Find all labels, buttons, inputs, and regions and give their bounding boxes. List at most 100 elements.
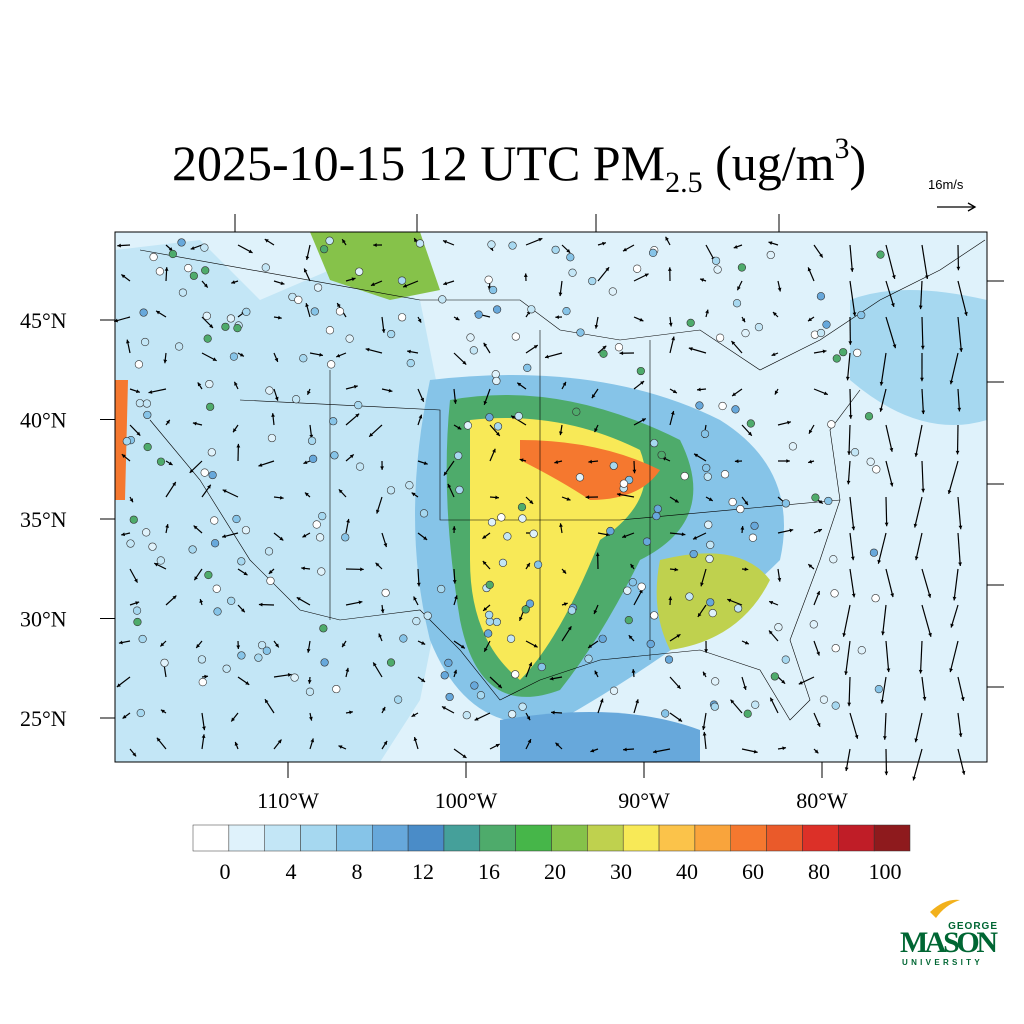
wind-arrow xyxy=(555,742,563,750)
station xyxy=(824,496,833,506)
station xyxy=(518,514,527,523)
station xyxy=(708,609,717,618)
wind-arrow-head xyxy=(135,601,140,605)
wind-arrow xyxy=(153,562,167,570)
wind-arrow xyxy=(669,567,679,572)
wind-arrow-head xyxy=(416,582,421,587)
wind-arrow xyxy=(692,532,707,540)
colorbar-box xyxy=(658,824,696,852)
station xyxy=(599,349,608,358)
wind-arrow xyxy=(309,424,314,439)
station xyxy=(710,702,719,711)
wind-arrow-head xyxy=(346,518,350,523)
wind-arrow xyxy=(597,345,607,354)
wind-arrow-head xyxy=(816,722,821,727)
wind-arrow xyxy=(561,496,571,501)
wind-arrow-head xyxy=(378,633,382,638)
wind-arrow-head xyxy=(474,717,479,721)
wind-arrow xyxy=(417,388,425,402)
lat-label: 25°N xyxy=(20,706,67,731)
station xyxy=(210,516,219,525)
wind-arrow xyxy=(118,640,131,645)
station xyxy=(155,267,164,276)
wind-arrow-shaft xyxy=(881,676,887,704)
station xyxy=(134,360,143,369)
wind-arrow-head xyxy=(274,357,279,362)
station xyxy=(309,454,318,463)
wind-arrow xyxy=(165,244,174,252)
wind-arrow-head xyxy=(595,552,600,557)
wind-arrow-head xyxy=(156,737,161,742)
wind-arrow-head xyxy=(817,529,822,533)
station xyxy=(819,695,829,704)
wind-arrow-shaft xyxy=(953,568,959,601)
wind-arrow xyxy=(201,674,209,679)
wind-arrow-head xyxy=(881,631,885,636)
wind-arrow-head xyxy=(538,237,543,242)
wind-arrow xyxy=(621,532,635,538)
wind-arrow xyxy=(236,443,241,462)
station xyxy=(135,399,144,408)
wind-arrow xyxy=(165,523,169,534)
station xyxy=(197,655,207,664)
wind-arrow-head xyxy=(787,420,791,425)
wind-arrow-head xyxy=(381,706,386,711)
wind-arrow xyxy=(669,410,675,426)
wind-arrow-head xyxy=(349,454,354,459)
wind-arrow-head xyxy=(844,767,849,772)
wind-arrow-head xyxy=(240,608,245,613)
wind-arrow-head xyxy=(222,489,227,493)
station xyxy=(341,533,350,542)
wind-arrow xyxy=(957,676,965,702)
wind-arrow-head xyxy=(116,683,121,687)
wind-arrow-head xyxy=(373,243,377,247)
wind-arrow-head xyxy=(194,576,198,581)
wind-arrow-shaft xyxy=(885,496,888,527)
wind-arrow-head xyxy=(555,315,559,320)
wind-arrow-head xyxy=(602,241,606,246)
wind-arrow-shaft xyxy=(885,424,893,452)
station xyxy=(492,376,501,386)
wind-arrow-head xyxy=(192,421,197,426)
wind-arrow-shaft xyxy=(877,532,887,564)
wind-arrow xyxy=(727,598,743,606)
wind-arrow xyxy=(885,244,896,280)
station xyxy=(122,437,131,446)
wind-arrow xyxy=(631,669,636,678)
wind-arrow-head xyxy=(700,278,705,282)
title-unit: (ug/m xyxy=(703,135,835,191)
wind-arrow-shaft xyxy=(919,280,923,310)
station xyxy=(160,658,169,667)
wind-arrow xyxy=(813,712,821,728)
station xyxy=(703,472,712,481)
wind-arrow-head xyxy=(342,239,346,244)
station xyxy=(493,305,502,314)
wind-arrow-head xyxy=(912,776,917,781)
station xyxy=(566,253,575,262)
wind-arrow-shaft xyxy=(919,640,923,674)
wind-arrow-head xyxy=(189,469,194,473)
station xyxy=(292,395,301,404)
station xyxy=(533,560,543,569)
wind-arrow xyxy=(258,602,275,607)
wind-arrow-head xyxy=(668,596,673,601)
wind-arrow xyxy=(731,388,743,397)
wind-arrow-head xyxy=(202,726,206,731)
wind-arrow xyxy=(453,640,466,649)
wind-arrow xyxy=(201,280,209,288)
wind-arrow-head xyxy=(231,717,235,722)
station xyxy=(237,557,246,566)
wind-arrow-shaft xyxy=(882,604,887,636)
station xyxy=(354,401,363,410)
wind-arrow xyxy=(338,745,347,750)
wind-arrow xyxy=(489,448,496,462)
station xyxy=(827,420,836,429)
wind-arrow xyxy=(345,384,358,390)
station xyxy=(485,617,494,626)
station xyxy=(514,412,523,421)
wind-arrow-head xyxy=(816,591,821,596)
wind-arrow-head xyxy=(924,275,929,279)
station xyxy=(406,359,415,368)
lon-label: 80°W xyxy=(796,788,848,813)
station xyxy=(521,605,530,614)
